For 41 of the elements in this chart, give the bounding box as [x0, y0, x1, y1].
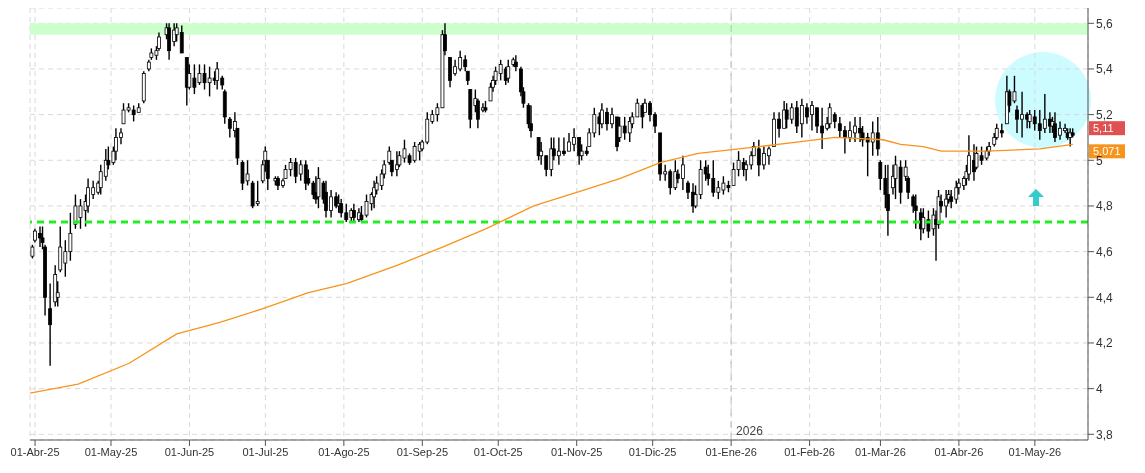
y-tick-label: 4,6 [1096, 244, 1114, 259]
x-tick-label: 01-May-26 [1008, 445, 1062, 458]
y-tick-label: 3,8 [1096, 427, 1114, 442]
candlestick [878, 159, 883, 191]
x-tick-label: 01-Jul-25 [242, 445, 289, 458]
x-tick-label: 01-Jun-25 [164, 445, 215, 458]
x-tick-label: 01-Feb-26 [784, 445, 835, 458]
candlestick [536, 136, 541, 161]
candlestick [886, 164, 890, 237]
ref-line-label: 2026 [736, 424, 764, 438]
x-tick-label: 01-Nov-25 [551, 445, 603, 458]
y-tick-label: 5,6 [1096, 16, 1114, 31]
x-tick-label: 01-Oct-25 [473, 445, 523, 458]
y-tick-label: 4,2 [1096, 336, 1114, 351]
x-tick-label: 01-Ago-25 [318, 445, 370, 458]
x-tick-label: 01-Abr-26 [934, 445, 984, 458]
x-tick-label: 01-Mar-26 [855, 445, 906, 458]
candlestick [539, 141, 544, 166]
x-tick-label: 01-Abr-25 [10, 445, 60, 458]
y-tick-label: 5,2 [1096, 107, 1114, 122]
y-tick-label: 5,4 [1096, 62, 1114, 77]
text: 5,11 [1093, 122, 1114, 135]
candlestick [58, 225, 63, 273]
y-tick-label: 4,4 [1096, 290, 1114, 305]
candlestick [179, 24, 184, 54]
candlestick [875, 116, 880, 157]
candlestick [627, 116, 632, 143]
x-tick-label: 01-Dic-25 [628, 445, 677, 458]
candlestick [999, 123, 1004, 139]
candlestick [48, 282, 53, 367]
y-tick-label: 4 [1096, 381, 1103, 396]
candlestick [913, 193, 918, 230]
x-tick-label: 01-Ene-26 [705, 445, 757, 458]
candlestick [529, 104, 533, 139]
candlestick [744, 159, 749, 182]
y-tick-label: 4,8 [1096, 199, 1114, 214]
candlestick [506, 59, 511, 84]
x-tick-label: 01-May-25 [84, 445, 138, 458]
candlestick [339, 198, 344, 219]
line-series [30, 136, 1074, 394]
x-tick-label: 01-Sep-25 [396, 445, 449, 458]
